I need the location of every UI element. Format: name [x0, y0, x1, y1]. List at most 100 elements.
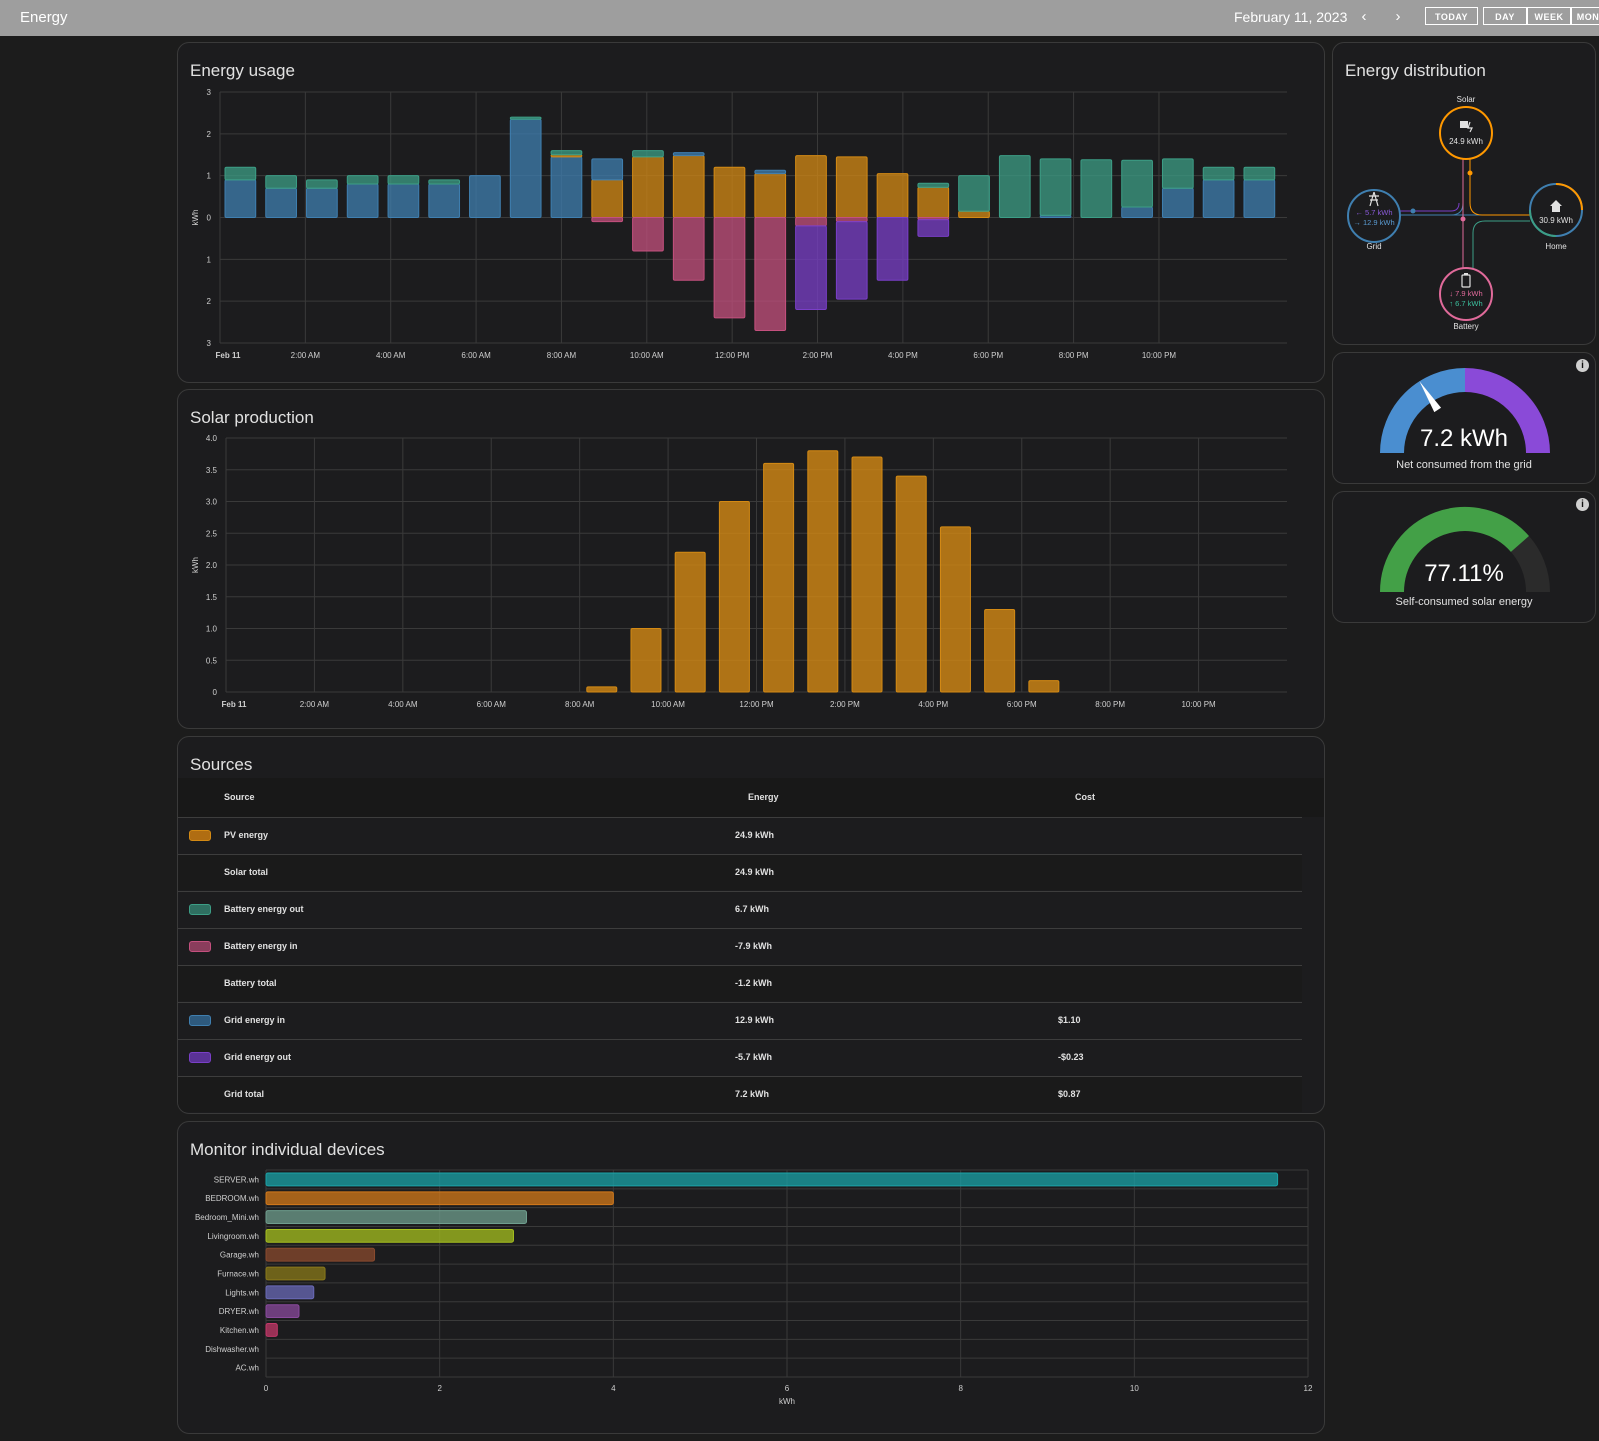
battery-to-home-line [1472, 220, 1530, 275]
energy-usage-chart: 3 2 1 0 1 2 3 Feb 11 2:00 AM 4:00 AM 6:00 AM 8:00 A… [191, 88, 1287, 360]
x-tick-label: 6 [785, 1384, 790, 1393]
device-bar [265, 1210, 527, 1224]
chevron-right-icon[interactable]: › [1395, 8, 1401, 25]
solar-bar [984, 608, 1016, 693]
usage-bar [958, 175, 990, 212]
solar-production-card: Solar production 4.0 3.5 3.0 2.5 2.0 1.5 1.0 0.… [177, 389, 1325, 729]
x-tick-label: 8:00 AM [547, 351, 577, 360]
energy-distribution-title: Energy distribution [1345, 61, 1486, 80]
y-tick-label: 0 [213, 688, 218, 697]
today-button[interactable]: TODAY [1425, 7, 1478, 25]
y-tick-label: 2.5 [206, 529, 218, 538]
solar-gauge [1380, 507, 1550, 593]
grid-gauge [1380, 368, 1550, 454]
energy-usage-card: Energy usage 3 2 1 0 1 2 3 Feb 11 2:00 AM 4:00 AM… [177, 42, 1325, 383]
usage-bar [754, 169, 787, 175]
battery-out-value: ↑ 6.7 kWh [1449, 299, 1482, 308]
usage-bar [1161, 158, 1194, 189]
week-button[interactable]: WEEK [1527, 7, 1571, 25]
usage-bar [917, 186, 950, 219]
x-tick-label: 0 [264, 1384, 269, 1393]
day-button[interactable]: DAY [1483, 7, 1527, 25]
battery-node[interactable] [1439, 267, 1493, 321]
usage-bar [754, 173, 787, 218]
transmission-tower-icon [1369, 191, 1379, 207]
solar-node[interactable] [1439, 106, 1493, 160]
x-tick-label: 12:00 PM [715, 351, 750, 360]
x-tick-label: 10:00 PM [1142, 351, 1177, 360]
source-energy: -5.7 kWh [735, 1052, 773, 1062]
usage-bar [835, 156, 868, 218]
x-tick-label: 10:00 AM [630, 351, 664, 360]
usage-bar [713, 166, 746, 219]
source-name: Battery energy in [224, 941, 298, 951]
usage-bar [998, 155, 1031, 219]
x-tick-label: 2:00 AM [300, 700, 330, 709]
info-icon[interactable]: i [1576, 359, 1589, 372]
month-button[interactable]: MON [1571, 7, 1599, 25]
gauge-consumed-arc [1380, 368, 1466, 454]
x-tick-label: 4:00 PM [888, 351, 918, 360]
battery-flow-dot [1460, 216, 1466, 222]
usage-bar [958, 210, 990, 219]
usage-bar [469, 175, 501, 219]
device-label: AC.wh [235, 1364, 259, 1373]
y-tick-label: 0 [207, 214, 212, 223]
usage-bar [795, 155, 827, 219]
y-tick-label: 0.5 [206, 656, 218, 665]
solar-bar [630, 628, 662, 693]
device-bar [265, 1285, 315, 1300]
usage-bar [876, 217, 909, 281]
x-tick-label: 4 [611, 1384, 616, 1393]
solar-bar [674, 551, 706, 693]
source-name: Battery energy out [224, 904, 304, 914]
usage-bar [835, 217, 868, 223]
device-bar [265, 1323, 278, 1337]
solar-production-title: Solar production [190, 408, 314, 427]
sources-title: Sources [190, 755, 253, 774]
source-energy: 7.2 kWh [735, 1089, 770, 1099]
usage-bar [632, 217, 664, 252]
usage-bar [591, 217, 624, 223]
grid-flow-dot [1410, 208, 1416, 214]
solar-bar [1028, 680, 1060, 693]
solar-bar [851, 456, 883, 693]
source-row: Battery energy out 6.7 kWh [178, 891, 1302, 927]
x-axis-label: kWh [779, 1397, 795, 1406]
devices-card: Monitor individual devices 0 2 4 6 8 10 12 kWh S… [177, 1121, 1325, 1434]
info-icon[interactable]: i [1576, 498, 1589, 511]
usage-bar [306, 187, 338, 218]
home-label: Home [1545, 242, 1567, 251]
usage-bar [428, 183, 461, 219]
source-energy: 12.9 kWh [735, 1015, 775, 1025]
source-color-swatch [189, 941, 211, 952]
source-row: Grid energy in 12.9 kWh $1.10 [178, 1002, 1302, 1038]
device-label: Kitchen.wh [220, 1326, 259, 1335]
solar-bar [895, 475, 927, 693]
source-color-swatch [189, 1015, 211, 1026]
home-icon [1550, 200, 1562, 212]
cost-column-header[interactable]: Cost [1075, 792, 1095, 802]
usage-bar [224, 166, 257, 181]
y-axis-label: kWh [191, 557, 200, 573]
x-tick-label: 6:00 AM [461, 351, 491, 360]
y-tick-label: 3.5 [206, 466, 218, 475]
solar-panel-icon [1460, 121, 1473, 133]
source-row: Battery energy in -7.9 kWh [178, 928, 1302, 964]
grid-to-home-line [1393, 151, 1464, 216]
device-label: Dishwasher.wh [205, 1345, 259, 1354]
grid-node[interactable] [1347, 189, 1401, 243]
y-tick-label: 2 [207, 130, 212, 139]
chevron-left-icon[interactable]: ‹ [1361, 8, 1367, 25]
usage-bar [591, 158, 624, 181]
date-label: February 11, 2023 [1234, 9, 1348, 25]
battery-in-value: ↓ 7.9 kWh [1449, 289, 1482, 298]
devices-title: Monitor individual devices [190, 1140, 385, 1159]
home-value: 30.9 kWh [1539, 216, 1573, 225]
source-cost: $0.87 [1058, 1089, 1081, 1099]
source-column-header[interactable]: Source [224, 792, 255, 802]
battery-icon [1461, 273, 1471, 288]
usage-bar [632, 150, 664, 158]
grid-gauge-label: Net consumed from the grid [1396, 459, 1532, 471]
energy-column-header[interactable]: Energy [748, 792, 779, 802]
